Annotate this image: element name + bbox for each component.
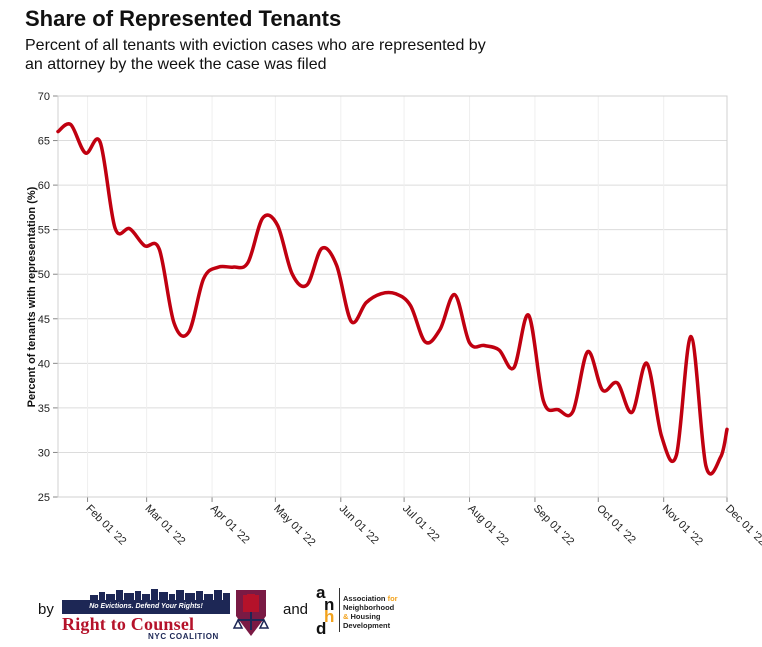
x-tick-label: Apr 01 '22 xyxy=(208,503,252,547)
y-tick-label: 65 xyxy=(38,136,50,148)
x-tick-label: Feb 01 '22 xyxy=(83,503,128,548)
y-axis-label: Percent of tenants with representation (… xyxy=(26,186,38,407)
x-tick-label: Oct 01 '22 xyxy=(594,503,638,547)
anhd-line3a: & xyxy=(343,612,351,621)
y-tick-label: 45 xyxy=(38,314,50,326)
y-tick-label: 50 xyxy=(38,269,50,281)
chart-title: Share of Represented Tenants xyxy=(25,6,342,31)
x-tick-label: Jun 01 '22 xyxy=(337,503,381,547)
anhd-line1a: Association xyxy=(343,594,388,603)
rtc-name: Right to Counsel xyxy=(62,614,195,634)
y-tick-label: 25 xyxy=(38,492,50,504)
x-tick-label: Mar 01 '22 xyxy=(143,503,188,548)
x-tick-label: May 01 '22 xyxy=(271,503,317,549)
anhd-full-name: Association for Neighborhood & Housing D… xyxy=(343,594,398,630)
y-tick-label: 70 xyxy=(38,91,50,103)
y-tick-label: 30 xyxy=(38,447,50,459)
y-axis: 25 30 35 40 45 50 55 60 65 70 xyxy=(38,91,58,504)
rtc-subtitle: NYC COALITION xyxy=(148,632,219,641)
anhd-line4: Development xyxy=(343,621,391,630)
gridlines xyxy=(58,95,728,498)
x-tick-label: Jul 01 '22 xyxy=(400,503,442,545)
raised-fist-scales-icon xyxy=(232,590,270,636)
x-axis: Feb 01 '22 Mar 01 '22 Apr 01 '22 May 01 '22… xyxy=(83,497,762,549)
chart-subtitle: Percent of all tenants with eviction cas… xyxy=(25,37,486,73)
anhd-letter-a: a xyxy=(316,583,326,602)
series-line xyxy=(56,122,729,476)
anhd-logo: a n h d Association for Neighborhood & H… xyxy=(312,584,422,638)
y-tick-label: 35 xyxy=(38,403,50,415)
x-tick-label: Aug 01 '22 xyxy=(465,503,510,548)
right-to-counsel-logo: No Evictions. Defend Your Rights! Right … xyxy=(60,586,272,641)
anhd-line3b: Housing xyxy=(350,612,381,621)
x-tick-label: Dec 01 '22 xyxy=(723,503,762,548)
plot-frame xyxy=(57,95,728,498)
anhd-line2: Neighborhood xyxy=(343,603,395,612)
anhd-divider xyxy=(339,588,340,632)
by-text: by xyxy=(38,601,54,618)
anhd-letters: a n h d xyxy=(312,584,338,638)
anhd-letter-h: h xyxy=(324,607,335,626)
skyline-icon xyxy=(90,589,230,601)
y-tick-label: 60 xyxy=(38,180,50,192)
and-text: and xyxy=(283,601,309,618)
line-chart: 25 30 35 40 45 50 55 60 65 70 Feb 01 '22 Mar 01 '2… xyxy=(26,91,762,549)
anhd-letter-n: n xyxy=(324,595,335,614)
rtc-tagline: No Evictions. Defend Your Rights! xyxy=(62,600,230,614)
y-tick-label: 55 xyxy=(38,225,50,237)
y-tick-label: 40 xyxy=(38,358,50,370)
footer-credits: by No Evictions. Defend Your Rights! Rig… xyxy=(0,580,762,641)
x-tick-label: Sep 01 '22 xyxy=(531,503,576,548)
anhd-line1b: for xyxy=(387,594,398,603)
series-group xyxy=(56,122,729,476)
anhd-letter-d: d xyxy=(316,619,327,638)
x-tick-label: Nov 01 '22 xyxy=(660,503,705,548)
